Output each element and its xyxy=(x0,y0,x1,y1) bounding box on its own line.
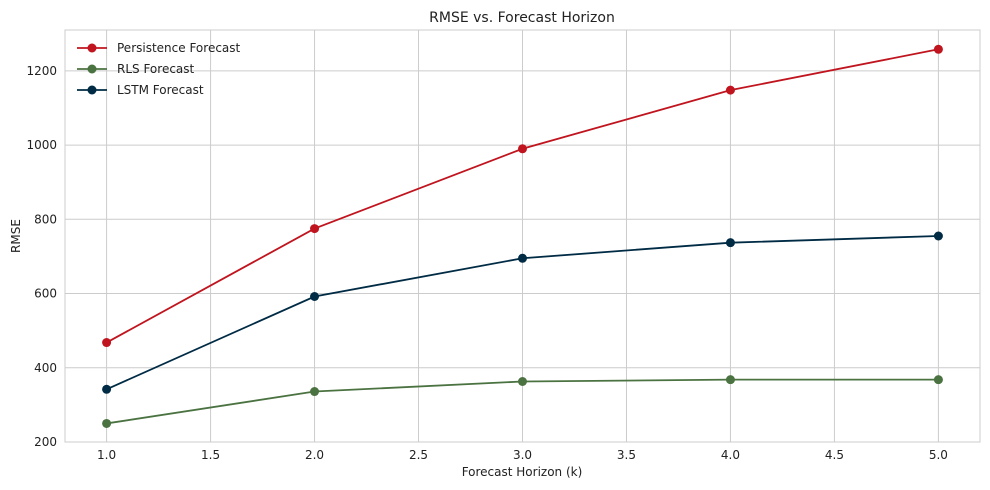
chart-title: RMSE vs. Forecast Horizon xyxy=(429,10,615,26)
y-axis-label: RMSE xyxy=(9,219,23,253)
legend-marker xyxy=(87,43,97,53)
series-2 xyxy=(102,375,943,428)
y-tick-label: 1000 xyxy=(26,138,57,152)
plot-area xyxy=(64,29,981,443)
x-tick-label: 2.0 xyxy=(305,448,324,462)
x-tick-label: 4.0 xyxy=(721,448,740,462)
legend-label: LSTM Forecast xyxy=(117,83,204,97)
data-point xyxy=(933,231,943,241)
legend-marker xyxy=(87,64,97,74)
x-tick-label: 3.5 xyxy=(617,448,636,462)
data-point xyxy=(933,44,943,54)
x-tick-label: 1.5 xyxy=(201,448,220,462)
legend: Persistence Forecast RLS Forecast LSTM For… xyxy=(77,41,241,97)
x-tick-label: 2.5 xyxy=(409,448,428,462)
data-point xyxy=(725,85,735,95)
x-tick-labels: 1.0 1.5 2.0 2.5 3.0 3.5 4.0 4.5 5.0 xyxy=(97,448,948,462)
y-tick-label: 800 xyxy=(34,212,57,226)
x-tick-label: 3.0 xyxy=(513,448,532,462)
data-point xyxy=(102,418,112,428)
legend-item: RLS Forecast xyxy=(77,62,195,76)
y-tick-label: 600 xyxy=(34,287,57,301)
data-point xyxy=(725,375,735,385)
legend-marker xyxy=(87,85,97,95)
series-group xyxy=(102,44,943,428)
legend-label: Persistence Forecast xyxy=(117,41,241,55)
data-point xyxy=(310,224,320,234)
data-point xyxy=(933,375,943,385)
data-point xyxy=(725,238,735,248)
y-tick-label: 1200 xyxy=(26,64,57,78)
legend-item: LSTM Forecast xyxy=(77,83,204,97)
y-tick-label: 400 xyxy=(34,361,57,375)
x-tick-label: 4.5 xyxy=(825,448,844,462)
legend-label: RLS Forecast xyxy=(117,62,195,76)
x-tick-label: 5.0 xyxy=(929,448,948,462)
data-point xyxy=(310,292,320,302)
series-1 xyxy=(102,44,943,348)
data-point xyxy=(518,376,527,386)
x-axis-label: Forecast Horizon (k) xyxy=(462,465,583,479)
series-3 xyxy=(102,231,943,394)
data-point xyxy=(102,338,112,348)
data-point xyxy=(102,384,112,394)
x-tick-label: 1.0 xyxy=(97,448,116,462)
data-point xyxy=(310,387,320,397)
legend-item: Persistence Forecast xyxy=(77,41,241,55)
y-tick-label: 200 xyxy=(34,435,57,449)
y-tick-labels: 200 400 600 800 1000 1200 xyxy=(26,64,57,449)
data-point xyxy=(518,253,527,263)
data-point xyxy=(518,144,527,154)
